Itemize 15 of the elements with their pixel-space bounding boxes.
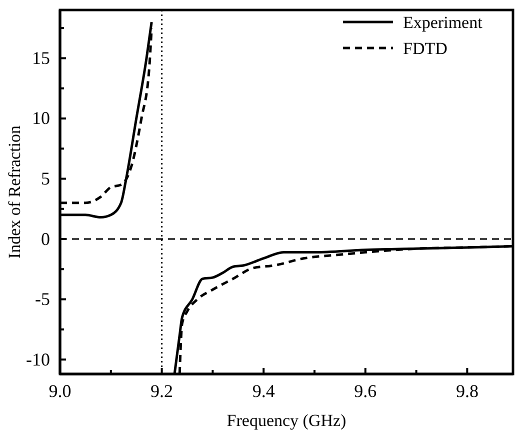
legend-label: FDTD [403, 39, 448, 58]
x-tick-label: 9.4 [252, 380, 275, 401]
x-tick-label: 9.0 [48, 380, 72, 401]
x-tick-label: 9.2 [150, 380, 174, 401]
x-tick-label: 9.8 [456, 380, 478, 401]
y-tick-label: -10 [26, 349, 50, 370]
y-tick-label: 15 [32, 48, 50, 68]
x-tick-label: 9.6 [354, 380, 377, 401]
y-tick-label: 0 [41, 228, 50, 249]
y-tick-label: 10 [32, 108, 50, 128]
y-axis-title: Index of Refraction [5, 124, 24, 259]
legend-label: Experiment [403, 13, 483, 32]
x-axis-title: Frequency (GHz) [226, 411, 346, 430]
y-tick-label: -5 [35, 289, 50, 310]
y-tick-label: 5 [41, 168, 50, 188]
